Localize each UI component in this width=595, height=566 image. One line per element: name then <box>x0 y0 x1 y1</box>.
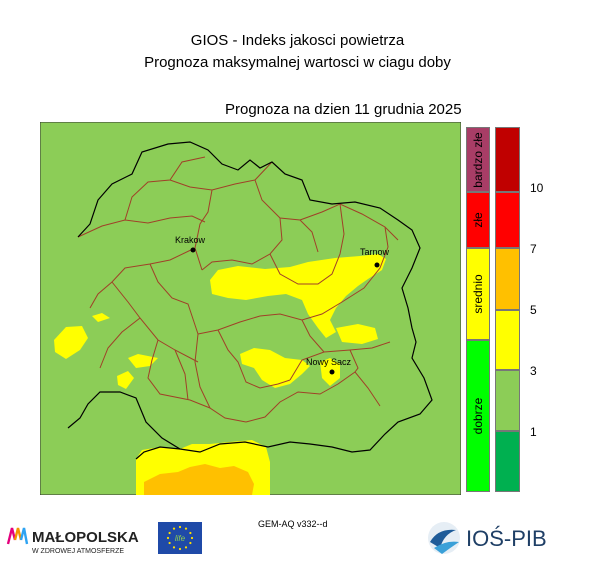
ios-pib-emblem-icon <box>428 522 460 554</box>
zone-south-orange <box>144 464 254 495</box>
tick-label-7: 7 <box>530 242 537 256</box>
zone-west-small <box>92 313 110 322</box>
ios-pib-name: IOŚ-PIB <box>466 526 547 551</box>
scale-cell-bad <box>495 192 520 248</box>
zone-central-band <box>210 254 386 338</box>
zone-southwest-spot <box>117 371 134 389</box>
map-background <box>40 122 461 495</box>
title-line-1: GIOS - Indeks jakosci powietrza <box>190 32 405 49</box>
category-dobrze: dobrze <box>466 340 490 492</box>
city-markers: Krakow Tarnow Nowy Sacz <box>175 235 390 375</box>
category-bardzo-zle-label: bardzo złe <box>471 131 485 188</box>
eu-stars-icon <box>166 525 194 551</box>
ios-pib-logo: IOŚ-PIB <box>428 522 547 554</box>
scale-cell-very-bad <box>495 127 520 192</box>
scale-cell-good <box>495 370 520 431</box>
title-line-2: Prognoza maksymalnej wartosci w ciagu do… <box>144 54 451 71</box>
category-dobrze-label: dobrze <box>471 397 485 435</box>
scale-cell-very-good <box>495 431 520 492</box>
city-nowy-sacz-label: Nowy Sacz <box>306 357 352 367</box>
malopolska-m-icon <box>6 527 29 545</box>
city-krakow-label: Krakow <box>175 235 206 245</box>
zone-south-central <box>240 348 310 388</box>
model-version-label: GEM-AQ v332--d <box>258 519 328 529</box>
malopolska-tagline: W ZDROWEJ ATMOSFERZE <box>32 548 124 555</box>
category-srednio-label: srednio <box>471 274 485 314</box>
forecast-map: Krakow Tarnow Nowy Sacz <box>40 122 461 495</box>
city-tarnow-marker <box>374 262 380 268</box>
voivodeship-border <box>67 141 433 453</box>
orange-zones <box>144 464 254 495</box>
tick-label-10: 10 <box>530 181 544 195</box>
malopolska-logo: MAŁOPOLSKA W ZDROWEJ ATMOSFERZE <box>6 527 139 555</box>
city-tarnow-label: Tarnow <box>360 247 390 257</box>
category-zle-label: złe <box>471 212 485 228</box>
city-krakow: Krakow <box>175 235 206 253</box>
forecast-date-label: Prognoza na dzien 11 grudnia 2025 <box>225 101 462 118</box>
scale-cell-moderate <box>495 310 520 370</box>
city-nowy-sacz-marker <box>329 369 335 375</box>
south-border-inner <box>135 446 181 460</box>
eu-life-logo: life <box>158 522 202 554</box>
zone-west-blob <box>54 326 88 359</box>
county-borders <box>77 156 399 423</box>
tick-label-1: 1 <box>530 425 537 439</box>
city-tarnow: Tarnow <box>360 247 390 268</box>
scale-cell-moderate-high <box>495 248 520 310</box>
category-bardzo-zle: bardzo złe <box>466 127 490 192</box>
city-krakow-marker <box>190 247 196 253</box>
eu-life-text: life <box>175 534 186 543</box>
zone-east-band <box>336 324 378 344</box>
malopolska-name: MAŁOPOLSKA <box>32 529 139 546</box>
tick-label-3: 3 <box>530 364 537 378</box>
city-nowy-sacz: Nowy Sacz <box>306 357 352 375</box>
category-zle: złe <box>466 192 490 248</box>
tick-label-5: 5 <box>530 303 537 317</box>
category-srednio: srednio <box>466 248 490 340</box>
